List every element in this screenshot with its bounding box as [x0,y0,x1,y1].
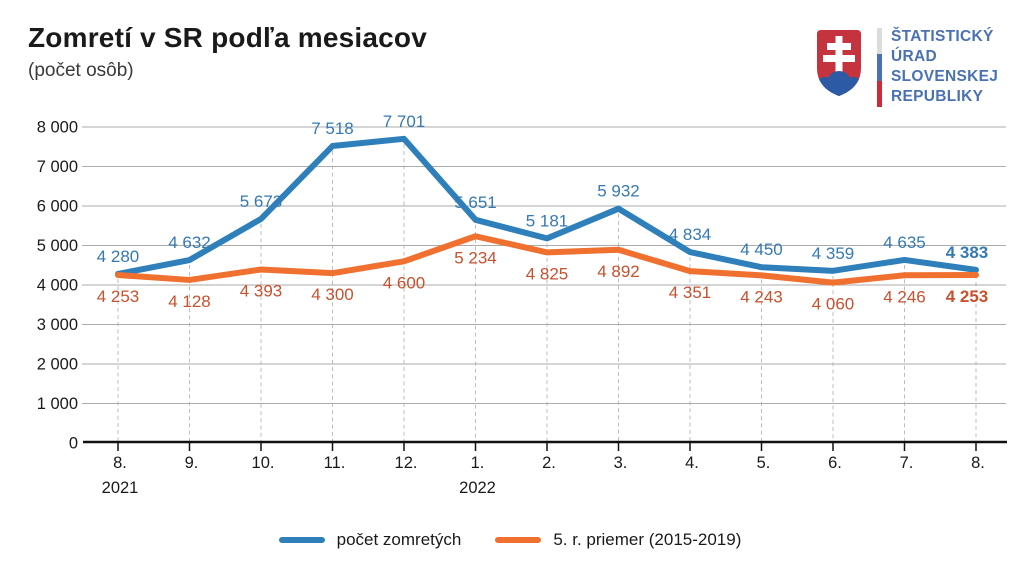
data-label: 7 701 [383,112,426,131]
data-label: 4 450 [740,240,783,259]
y-tick-label: 8 000 [37,119,78,137]
org-line: SLOVENSKEJ [891,68,999,85]
y-tick-label: 6 000 [37,198,78,216]
series-line-average [115,233,979,286]
x-year-label: 2022 [459,479,496,497]
x-tick-label: 9. [185,454,199,472]
org-line: REPUBLIKY [891,88,984,105]
data-label: 5 651 [454,193,497,212]
data-label: 4 834 [669,225,712,244]
y-tick-label: 5 000 [37,237,78,255]
y-tick-label: 3 000 [37,316,78,334]
data-label: 5 181 [526,211,569,230]
x-tick-label: 7. [900,454,914,472]
x-tick-label: 12. [395,454,418,472]
line-chart: 4 280 4 632 5 673 7 518 7 701 5 651 5 181 5 932… [37,112,1007,497]
org-line: ŠTATISTICKÝ [891,28,994,45]
y-tick-label: 0 [69,435,78,453]
data-label: 4 243 [740,287,783,306]
x-year-label: 2021 [102,479,139,497]
x-tick-label: 1. [471,454,485,472]
x-tick-label: 8. [971,454,985,472]
slovak-coat-of-arms-icon [817,30,861,96]
x-tick-label: 8. [113,454,127,472]
flag-bar-icon [877,28,882,107]
data-label: 4 600 [383,273,426,292]
page-title: Zomretí v SR podľa mesiacov [28,22,427,53]
legend-label-deaths: počet zomretých [336,530,462,549]
x-tick-label: 2. [542,454,556,472]
legend-label-average: 5. r. priemer (2015-2019) [553,530,742,549]
data-label: 7 518 [311,119,354,138]
data-label: 4 383 [946,243,989,262]
data-label: 4 246 [883,287,926,306]
data-label: 4 825 [526,264,569,283]
org-line: ÚRAD [891,48,937,65]
page-subtitle: (počet osôb) [28,60,134,81]
x-tick-label: 5. [757,454,771,472]
data-label: 4 253 [97,287,140,306]
flag-stripe-white [877,28,882,55]
y-tick-label: 1 000 [37,395,78,413]
double-cross [823,36,855,80]
org-name: ŠTATISTICKÝ ÚRAD SLOVENSKEJ REPUBLIKY [891,27,998,107]
data-label: 4 393 [240,281,283,300]
data-label: 4 632 [168,233,211,252]
series-line-deaths [115,135,979,277]
data-label: 4 359 [812,244,855,263]
legend-item-average: 5. r. priemer (2015-2019) [495,530,741,550]
data-label: 4 351 [669,283,712,302]
x-tick-label: 11. [324,454,346,472]
x-tick-label: 4. [685,454,699,472]
legend-item-deaths: počet zomretých [278,530,462,550]
legend-swatch-average [495,537,542,543]
data-label: 4 635 [883,233,926,252]
data-label: 4 128 [168,292,211,311]
y-tick-label: 4 000 [37,277,78,295]
data-label: 5 673 [240,192,283,211]
y-tick-label: 7 000 [37,158,78,176]
legend-swatch-deaths [278,537,325,543]
x-tick-label: 3. [614,454,628,472]
data-label: 4 060 [812,295,855,314]
y-tick-label: 2 000 [37,356,78,374]
flag-stripe-blue [877,54,882,81]
flag-stripe-red [877,80,882,107]
x-tick-label: 6. [828,454,842,472]
data-label: 4 300 [311,285,354,304]
data-label: 5 932 [597,182,640,201]
x-tick-label: 10. [252,454,275,472]
data-label: 4 280 [97,247,140,266]
data-label: 5 234 [454,248,497,267]
data-label: 4 892 [597,262,640,281]
legend: počet zomretých 5. r. priemer (2015-2019… [0,530,1020,550]
statistical-office-logo: ŠTATISTICKÝ ÚRAD SLOVENSKEJ REPUBLIKY [815,26,1015,110]
data-label: 4 253 [946,287,989,306]
